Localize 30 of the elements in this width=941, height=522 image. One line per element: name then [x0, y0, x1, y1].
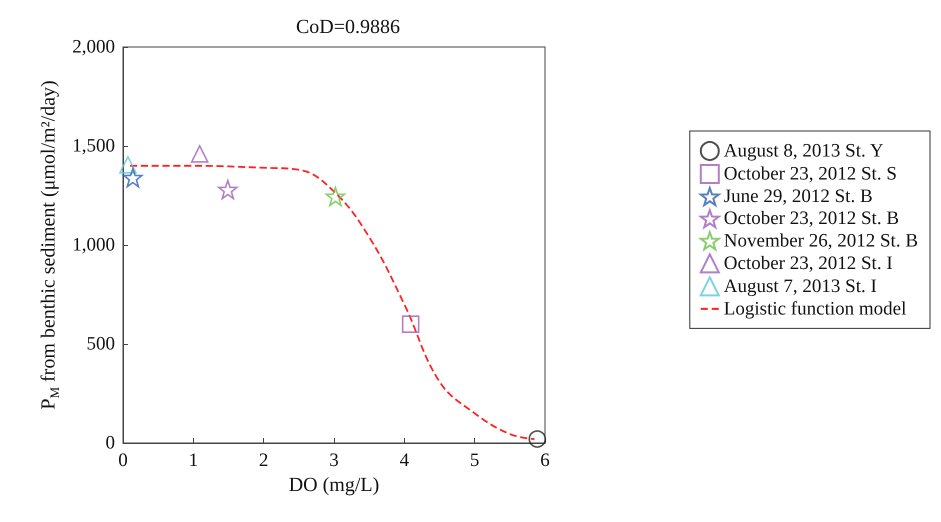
legend-label: August 7, 2013 St. I: [724, 276, 877, 297]
x-tick-label: 6: [540, 450, 550, 471]
legend-label: October 23, 2012 St. I: [724, 252, 893, 274]
chart-title: CoD=0.9886: [296, 16, 400, 38]
x-tick-label: 1: [188, 450, 198, 471]
point: [123, 168, 143, 188]
y-tick-label: 1,000: [72, 234, 115, 256]
x-tick-label: 4: [400, 450, 410, 471]
legend-label: October 23, 2012 St. S: [724, 164, 897, 184]
point: [402, 315, 420, 333]
y-tick-label: 2,000: [72, 36, 115, 58]
x-tick-label: 2: [258, 450, 268, 471]
point: [190, 145, 208, 163]
x-tick-label: 5: [470, 450, 480, 471]
y-tick-label: 500: [86, 334, 115, 354]
point: [218, 180, 238, 200]
legend-label: November 26, 2012 St. B: [724, 230, 918, 252]
y-tick-label: 0: [106, 432, 115, 454]
legend-label: June 29, 2012 St. B: [724, 186, 873, 208]
x-axis-title: DO (mg/L): [288, 474, 380, 496]
x-tick-label: 3: [329, 450, 339, 471]
y-axis-title: PM from benthic sediment (μmol/m²/day): [38, 80, 62, 410]
legend-label: October 23, 2012 St. B: [724, 208, 900, 230]
point: [326, 186, 346, 206]
legend-label: August 8, 2013 St. Y: [724, 140, 884, 162]
point: [119, 156, 137, 174]
y-tick-label: 1,500: [72, 136, 115, 156]
point: [528, 430, 546, 448]
legend-label: Logistic function model: [724, 298, 906, 320]
x-tick-label: 0: [118, 450, 128, 471]
